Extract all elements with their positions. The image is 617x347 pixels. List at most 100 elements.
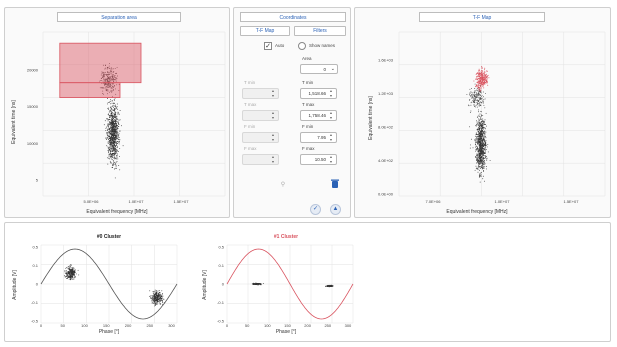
data-point [112, 121, 114, 123]
left-fmin-spinner[interactable]: ▲ ▼ [242, 132, 279, 143]
data-point [485, 74, 486, 76]
data-point [479, 82, 481, 84]
data-point [113, 148, 115, 149]
data-point [476, 145, 477, 147]
data-point [477, 131, 479, 132]
data-point [480, 156, 482, 157]
data-point [474, 101, 476, 103]
data-point [475, 104, 477, 106]
data-point [480, 151, 482, 153]
data-point [110, 84, 112, 86]
data-point [116, 158, 118, 160]
data-point [483, 160, 485, 161]
data-point [105, 64, 106, 66]
y-tick-label: -0.5 [31, 319, 39, 324]
data-point [474, 83, 476, 85]
cluster-1-y-ticks: 0.5 0.1 0 -0.1 -0.5 [217, 245, 225, 324]
confirm-check-icon[interactable]: ✓ [310, 204, 321, 215]
right-tmin-spinner[interactable]: 1,518.66 ▲ ▼ [300, 88, 337, 99]
data-point [479, 97, 481, 99]
tf-map-scatter-plot[interactable]: 7.0E+06 1.0E+07 1.5E+07 1.6E+03 1.2E+03 8.0E… [355, 22, 610, 217]
data-point [482, 100, 484, 102]
data-point [478, 73, 479, 75]
data-point [482, 136, 484, 138]
right-fmax-spinner[interactable]: 10.50 ▲ ▼ [300, 154, 337, 165]
data-point [482, 139, 484, 141]
cluster-panel: #0 Cluster 0 50 100 150 200 250 300 0.5 0.1 0 -0.… [4, 222, 611, 342]
data-point [475, 132, 477, 134]
auto-checkbox[interactable]: ✓ [264, 42, 272, 50]
data-point [113, 102, 115, 104]
tab-filters[interactable]: Filters [294, 26, 346, 36]
data-point [113, 85, 115, 87]
data-point [480, 122, 482, 124]
data-point [109, 62, 110, 64]
data-point [114, 137, 116, 139]
data-point [482, 73, 484, 75]
data-point [479, 156, 481, 158]
cluster-0-chart[interactable]: #0 Cluster 0 50 100 150 200 250 300 0.50.10-0.… [5, 223, 195, 341]
data-point [114, 118, 115, 120]
data-point [110, 123, 112, 124]
data-point [473, 92, 475, 94]
area-select[interactable]: 0 ⌄ [300, 64, 338, 74]
data-point [105, 73, 106, 75]
data-point [113, 71, 115, 73]
data-point [106, 137, 108, 139]
left-tmax-spinner[interactable]: ▲ ▼ [242, 110, 279, 121]
tab-tf-map[interactable]: T-F Map [240, 26, 290, 36]
data-point [481, 147, 483, 149]
data-point [479, 122, 481, 124]
left-fmax-spinner[interactable]: ▲ ▼ [242, 154, 279, 165]
search-icon[interactable]: ⚲ [280, 182, 286, 188]
data-point [478, 133, 480, 135]
data-point [109, 116, 111, 118]
data-point [150, 298, 152, 300]
data-point [110, 107, 112, 109]
data-point [483, 145, 484, 147]
data-point [109, 79, 111, 81]
data-point [111, 141, 113, 143]
data-point [67, 268, 69, 270]
data-point [476, 158, 478, 160]
separation-selection-rects[interactable] [59, 42, 142, 99]
data-point [65, 267, 67, 269]
data-point [476, 88, 478, 90]
data-point [478, 124, 480, 126]
data-point [156, 291, 158, 293]
data-point [107, 128, 108, 130]
data-point [475, 94, 477, 96]
data-point [105, 137, 107, 139]
data-point [108, 111, 110, 113]
left-fmin-label: F min [244, 124, 256, 129]
data-point [111, 73, 113, 75]
data-point [478, 122, 480, 124]
right-tmax-spinner[interactable]: 1,758.46 ▲ ▼ [300, 110, 337, 121]
show-names-label: Show names [309, 43, 336, 48]
separation-points [99, 62, 124, 179]
data-point [482, 178, 484, 180]
data-point [114, 76, 116, 78]
selection-rect [59, 82, 121, 99]
data-point [480, 118, 482, 120]
separation-scatter-plot[interactable]: 5.0E+06 1.0E+07 1.5E+07 20000 15000 10000 5 E… [5, 22, 229, 217]
data-point [118, 137, 120, 138]
export-icon[interactable]: ▲ [330, 204, 341, 215]
show-names-radio[interactable] [298, 42, 306, 50]
data-point [480, 95, 481, 96]
data-point [106, 84, 108, 86]
data-point [115, 88, 116, 90]
left-tmin-spinner[interactable]: ▲ ▼ [242, 88, 279, 99]
data-point [470, 88, 472, 90]
data-point [483, 149, 485, 151]
cluster-1-chart[interactable]: #1 Cluster 0 50 100 150 200 250 300 0.50.10-0.… [197, 223, 372, 341]
data-point [111, 153, 113, 155]
data-point [104, 68, 106, 70]
right-fmin-spinner[interactable]: 7.95 ▲ ▼ [300, 132, 337, 143]
trash-icon[interactable] [330, 179, 340, 189]
data-point [103, 72, 105, 74]
data-point [488, 77, 490, 79]
data-point [111, 128, 113, 130]
data-point [109, 156, 111, 157]
data-point [483, 133, 485, 135]
